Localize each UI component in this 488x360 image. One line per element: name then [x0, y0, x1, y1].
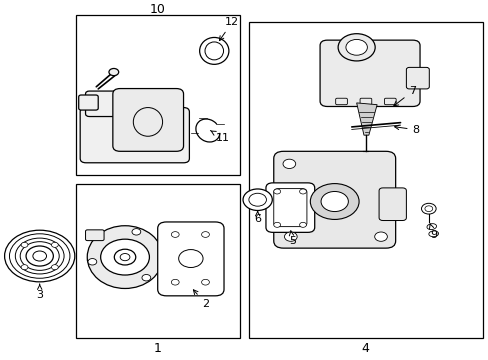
Ellipse shape [87, 226, 163, 288]
FancyBboxPatch shape [406, 67, 428, 89]
Circle shape [299, 189, 306, 194]
FancyBboxPatch shape [320, 40, 419, 107]
Text: 11: 11 [210, 131, 229, 143]
FancyBboxPatch shape [384, 98, 395, 105]
FancyBboxPatch shape [265, 183, 314, 232]
FancyBboxPatch shape [158, 222, 224, 296]
Text: 9: 9 [428, 224, 436, 239]
Circle shape [337, 34, 374, 61]
Circle shape [345, 40, 366, 55]
Circle shape [142, 274, 150, 281]
Circle shape [284, 232, 297, 241]
Circle shape [421, 203, 435, 214]
Ellipse shape [199, 37, 228, 64]
FancyBboxPatch shape [85, 91, 120, 117]
Text: 5: 5 [288, 230, 295, 246]
Circle shape [424, 206, 432, 212]
Circle shape [178, 249, 203, 267]
Circle shape [171, 231, 179, 237]
Circle shape [299, 222, 306, 227]
Circle shape [201, 279, 209, 285]
Circle shape [120, 253, 130, 261]
Circle shape [4, 230, 75, 282]
Text: 7: 7 [393, 86, 415, 106]
Text: 1: 1 [153, 342, 162, 355]
Circle shape [101, 239, 149, 275]
Ellipse shape [428, 231, 438, 237]
FancyBboxPatch shape [335, 98, 346, 105]
FancyBboxPatch shape [359, 98, 371, 105]
Circle shape [21, 265, 28, 270]
Circle shape [132, 229, 141, 235]
Text: 2: 2 [193, 290, 209, 309]
FancyBboxPatch shape [85, 230, 104, 240]
Circle shape [21, 242, 28, 247]
Text: 6: 6 [254, 211, 261, 224]
FancyBboxPatch shape [378, 188, 406, 221]
Circle shape [283, 159, 295, 168]
Circle shape [88, 258, 97, 265]
Circle shape [109, 68, 119, 76]
Bar [76, 15, 239, 175]
Circle shape [201, 231, 209, 237]
FancyBboxPatch shape [273, 189, 306, 226]
Circle shape [51, 265, 58, 270]
Text: 12: 12 [219, 17, 239, 41]
FancyBboxPatch shape [79, 95, 98, 110]
Circle shape [243, 189, 272, 211]
Text: 3: 3 [36, 284, 43, 300]
Circle shape [33, 251, 46, 261]
Circle shape [248, 193, 266, 206]
Circle shape [310, 184, 358, 220]
FancyBboxPatch shape [273, 151, 395, 248]
Text: 4: 4 [361, 342, 368, 355]
Text: 10: 10 [149, 3, 165, 16]
Circle shape [114, 249, 136, 265]
Circle shape [26, 246, 53, 266]
Bar [249, 22, 483, 338]
Ellipse shape [426, 224, 436, 230]
Circle shape [273, 189, 280, 194]
FancyBboxPatch shape [80, 108, 189, 163]
Circle shape [321, 192, 347, 212]
Circle shape [51, 242, 58, 247]
Text: 8: 8 [394, 125, 419, 135]
Circle shape [171, 279, 179, 285]
Circle shape [374, 232, 386, 241]
Polygon shape [356, 103, 376, 135]
Circle shape [273, 222, 280, 227]
FancyBboxPatch shape [113, 89, 183, 151]
Bar [76, 184, 239, 338]
Ellipse shape [204, 42, 223, 60]
